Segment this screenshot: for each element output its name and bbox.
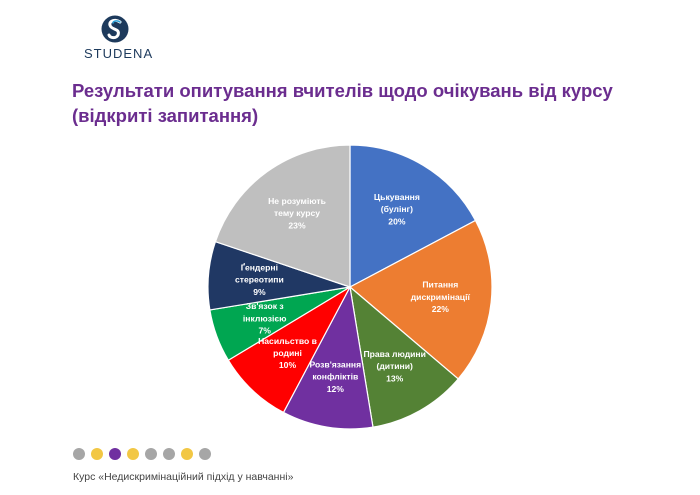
logo-text: STUDENA	[84, 46, 154, 61]
slice-percent: 22%	[432, 304, 450, 314]
pie-slice-4	[282, 285, 374, 430]
page-title: Результати опитування вчителів щодо очік…	[72, 78, 672, 128]
dot-3	[109, 448, 121, 460]
title-line-2: (відкриті запитання)	[72, 105, 259, 126]
slice-label-line: Розв'язання	[309, 360, 361, 370]
slice-label-line: стереотипи	[235, 275, 284, 285]
slice-label-4: Розв'язання конфліктів 12%	[309, 360, 361, 394]
slice-percent: 13%	[386, 373, 404, 383]
slice-label-line: Питання	[422, 280, 458, 290]
pie-slices	[207, 144, 493, 430]
dot-7	[181, 448, 193, 460]
logo-s-icon	[101, 15, 129, 43]
decorative-dots	[73, 448, 211, 460]
slice-label-line: конфліктів	[312, 372, 358, 382]
slice-label-line: (булінг)	[381, 204, 413, 214]
slice-label-6: Зв'язок з інклюзією 7%	[243, 301, 287, 335]
slice-label-8: Не розуміють тему курсу 23%	[268, 196, 326, 230]
slice-label-line: інклюзією	[243, 313, 287, 323]
slice-label-line: Насильство в	[258, 336, 317, 346]
dot-5	[145, 448, 157, 460]
dot-4	[127, 448, 139, 460]
slice-percent: 23%	[288, 220, 306, 230]
slice-percent: 20%	[388, 216, 406, 226]
slice-label-3: Права людини (дитини) 13%	[363, 349, 425, 383]
slice-label-line: Не розуміють	[268, 196, 326, 206]
logo: STUDENA	[84, 14, 154, 61]
slice-label-line: Права людини	[363, 349, 425, 359]
pie-slice-3	[349, 285, 460, 428]
slice-label-5: Насильство в родині 10%	[258, 336, 317, 370]
pie-slice-2	[348, 219, 493, 380]
slice-percent: 12%	[327, 384, 345, 394]
slice-label-line: Ґендерні	[241, 261, 278, 272]
slice-label-7: Ґендерні стереотипи 9%	[235, 261, 284, 296]
dot-2	[91, 448, 103, 460]
slice-label-line: Зв'язок з	[246, 301, 284, 311]
slice-label-line: дискримінації	[411, 292, 471, 302]
title-line-1: Результати опитування вчителів щодо очік…	[72, 80, 613, 101]
slice-percent: 7%	[258, 326, 271, 336]
slice-label-1: Цькування (булінг) 20%	[374, 192, 420, 226]
dot-1	[73, 448, 85, 460]
slice-label-line: (дитини)	[376, 361, 413, 371]
slice-label-line: родині	[273, 348, 302, 358]
dot-6	[163, 448, 175, 460]
slice-percent: 10%	[279, 360, 297, 370]
pie-slice-1	[349, 144, 477, 288]
slice-percent: 9%	[253, 287, 266, 297]
slice-label-line: Цькування	[374, 192, 420, 202]
slice-label-2: Питання дискримінації 22%	[411, 280, 471, 314]
pie-slice-8	[214, 144, 351, 288]
pie-labels: Цькування (булінг) 20% Питання дискримінації…	[235, 192, 470, 394]
dot-8	[199, 448, 211, 460]
footer-text: Курс «Недискримінаційний підхід у навчан…	[73, 471, 294, 483]
slice-label-line: тему курсу	[274, 208, 320, 218]
